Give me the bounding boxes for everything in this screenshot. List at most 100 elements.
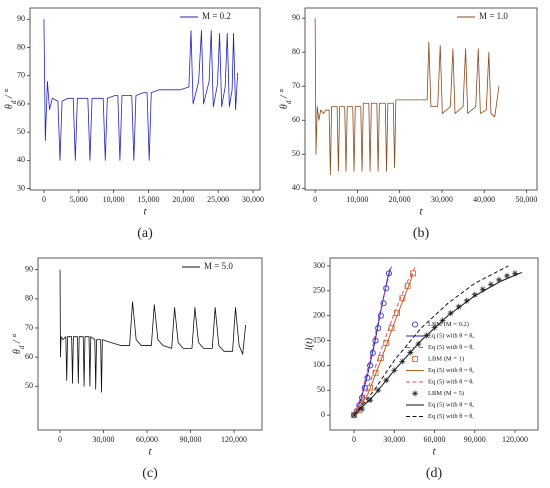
x-tick-label: 0: [58, 435, 62, 444]
y-axis-label-part: / °: [4, 89, 15, 101]
panel-label: (c): [142, 466, 158, 481]
y-tick-label: 30: [17, 183, 25, 192]
x-axis-label: t: [148, 446, 152, 458]
x-axis-label: t: [143, 206, 147, 218]
data-point: [367, 397, 374, 404]
panel-label: (d): [426, 466, 443, 481]
y-axis-label-part: θ: [279, 104, 290, 109]
y-tick-label: 60: [25, 352, 33, 361]
legend-label: Eq (5) with θ = θᵣ: [428, 344, 474, 351]
x-tick-label: 15,000: [137, 195, 159, 204]
y-tick-label: 200: [313, 310, 325, 319]
y-tick-label: 50: [317, 385, 325, 394]
y-tick-label: 0: [321, 410, 325, 419]
data-point: [455, 303, 462, 310]
x-tick-label: 90,000: [180, 435, 202, 444]
x-tick-label: 30,000: [93, 435, 115, 444]
y-tick-label: 100: [313, 360, 325, 369]
x-tick-label: 0: [42, 195, 46, 204]
data-point: [367, 384, 374, 391]
data-point: [399, 295, 406, 302]
data-line: [353, 268, 391, 416]
y-tick-label: 50: [292, 149, 300, 158]
x-tick-label: 25,000: [207, 195, 229, 204]
y-axis-label: θd / °: [12, 334, 25, 354]
legend-label: Eq (5) with θ = θₐ: [428, 332, 474, 339]
legend-label: M = 5.0: [204, 261, 233, 271]
y-axis-label-part: d: [18, 345, 26, 349]
legend-label: LBM (M = 0.2): [428, 321, 469, 328]
y-axis-label-part: d: [10, 100, 18, 104]
y-axis-label: θd / °: [279, 89, 292, 109]
y-tick-label: 300: [313, 261, 325, 270]
y-tick-label: 70: [17, 71, 25, 80]
legend-label: LBM (M = 5): [428, 390, 464, 397]
x-tick-label: 20,000: [389, 195, 411, 204]
data-line: [353, 271, 522, 416]
legend-label: M = 0.2: [202, 11, 231, 21]
y-tick-label: 90: [292, 13, 300, 22]
y-tick-label: 80: [292, 47, 300, 56]
y-axis-label: l(t): [304, 337, 315, 350]
data-point: [463, 297, 470, 304]
data-line: [314, 18, 500, 176]
data-point: [359, 406, 366, 413]
y-tick-label: 50: [17, 127, 25, 136]
legend-marker: [412, 390, 418, 397]
plot-frame: [29, 7, 261, 191]
y-axis-label-part: d: [285, 100, 293, 104]
x-tick-label: 120,000: [502, 435, 528, 444]
y-axis-label-part: l(t): [304, 337, 315, 350]
y-tick-label: 250: [313, 286, 325, 295]
data-point: [495, 276, 502, 283]
x-tick-label: 20,000: [172, 195, 194, 204]
x-axis-label: t: [419, 206, 423, 218]
x-tick-label: 40,000: [473, 195, 495, 204]
data-line: [43, 19, 239, 161]
y-tick-label: 150: [313, 335, 325, 344]
x-tick-label: 90,000: [464, 435, 486, 444]
data-point: [487, 281, 494, 288]
legend-label: LBM (M = 1): [428, 355, 464, 362]
legend-label: Eq (5) with θ = θₐ: [428, 401, 474, 408]
data-point: [504, 272, 511, 279]
y-tick-label: 60: [17, 99, 25, 108]
data-line: [59, 269, 247, 393]
x-tick-label: 60,000: [136, 435, 158, 444]
data-point: [512, 270, 519, 277]
legend-marker: [412, 356, 418, 362]
y-tick-label: 50: [25, 381, 33, 390]
x-tick-label: 10,000: [346, 195, 368, 204]
y-axis-label: θd / °: [4, 89, 17, 109]
legend-label: M = 1.0: [479, 11, 508, 21]
x-tick-label: 50,000: [515, 195, 537, 204]
x-tick-label: 30,000: [383, 435, 405, 444]
x-axis-label: t: [432, 446, 436, 458]
legend-label: Eq (5) with θ = θᵣ: [428, 378, 474, 385]
legend-marker: [411, 321, 419, 328]
plot-frame: [37, 257, 263, 431]
y-tick-label: 40: [292, 183, 300, 192]
y-tick-label: 70: [292, 81, 300, 90]
y-tick-label: 90: [25, 264, 33, 273]
x-tick-label: 5,000: [70, 195, 88, 204]
data-point: [471, 291, 478, 298]
y-tick-label: 80: [17, 42, 25, 51]
y-tick-label: 90: [17, 14, 25, 23]
x-tick-label: 120,000: [221, 435, 247, 444]
y-axis-label-part: / °: [12, 334, 23, 346]
y-tick-label: 60: [292, 115, 300, 124]
y-tick-label: 80: [25, 294, 33, 303]
y-axis-label-part: θ: [4, 104, 15, 109]
data-point: [380, 300, 387, 307]
x-tick-label: 60,000: [424, 435, 446, 444]
panel-label: (a): [137, 226, 153, 241]
y-axis-label-part: / °: [279, 89, 290, 101]
y-axis-label-part: θ: [12, 349, 23, 354]
legend-label: Eq (5) with θ = θₐ: [428, 367, 474, 374]
y-tick-label: 40: [17, 155, 25, 164]
x-tick-label: 0: [313, 195, 317, 204]
x-tick-label: 30,000: [431, 195, 453, 204]
data-point: [479, 286, 486, 293]
